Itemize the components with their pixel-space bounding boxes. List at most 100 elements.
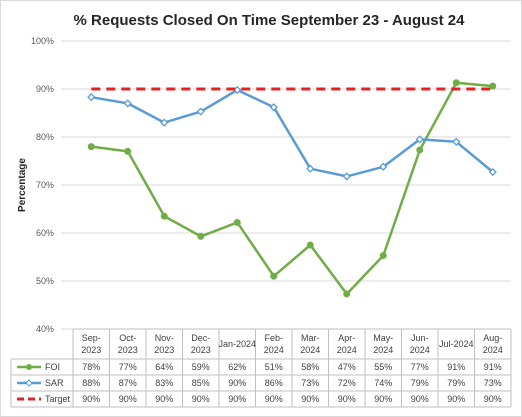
data-label-foi: 58% — [301, 362, 319, 372]
data-label-foi: 59% — [192, 362, 210, 372]
data-label-target: 90% — [484, 394, 502, 404]
legend-entry-foi: FOI — [17, 362, 60, 372]
legend-entry-sar: SAR — [17, 378, 64, 388]
x-tick-label: 2024 — [373, 345, 393, 355]
data-point-foi — [233, 218, 241, 226]
data-label-target: 90% — [155, 394, 173, 404]
data-point-sar — [342, 172, 351, 181]
data-label-sar: 79% — [447, 378, 465, 388]
series-foi — [87, 79, 497, 298]
data-point-sar — [452, 137, 461, 146]
x-tick-label: 2024 — [410, 345, 430, 355]
gridlines — [61, 40, 511, 330]
x-tick-label: 2024 — [337, 345, 357, 355]
data-label-target: 90% — [82, 394, 100, 404]
x-tick-label: Feb- — [264, 333, 283, 343]
data-label-target: 90% — [265, 394, 283, 404]
data-point-sar — [123, 99, 132, 108]
data-point-sar — [196, 107, 205, 116]
y-tick-label: 60% — [36, 228, 54, 238]
data-point-sar — [379, 162, 388, 171]
y-tick-label: 80% — [36, 132, 54, 142]
x-tick-label: 2023 — [191, 345, 211, 355]
data-label-sar: 72% — [338, 378, 356, 388]
series-sar — [87, 85, 497, 181]
data-label-target: 90% — [192, 394, 210, 404]
x-tick-label: 2024 — [300, 345, 320, 355]
data-point-foi — [416, 146, 424, 154]
data-label-target: 90% — [374, 394, 392, 404]
x-tick-label: Aug- — [483, 333, 502, 343]
data-label-target: 90% — [301, 394, 319, 404]
data-point-foi — [160, 212, 168, 220]
plot-series — [87, 79, 497, 298]
x-tick-label: 2024 — [483, 345, 503, 355]
x-tick-label: Jan-2024 — [218, 339, 256, 349]
x-tick-label: Nov- — [155, 333, 174, 343]
data-point-foi — [87, 143, 95, 151]
data-label-foi: 55% — [374, 362, 392, 372]
data-point-sar — [488, 167, 497, 177]
y-axis-label: Percentage — [17, 158, 28, 212]
data-point-foi — [452, 79, 460, 87]
y-tick-label: 100% — [31, 36, 54, 46]
data-label-foi: 77% — [411, 362, 429, 372]
legend-label: FOI — [45, 362, 60, 372]
data-label-foi: 91% — [447, 362, 465, 372]
legend-marker — [26, 364, 32, 370]
data-point-foi — [197, 232, 205, 240]
data-label-target: 90% — [411, 394, 429, 404]
x-tick-label: Apr- — [338, 333, 355, 343]
series-line-sar — [91, 88, 494, 178]
y-tick-label: 70% — [36, 180, 54, 190]
legend-label: Target — [45, 394, 71, 404]
data-label-foi: 78% — [82, 362, 100, 372]
x-tick-label: Jul-2024 — [439, 339, 474, 349]
data-point-foi — [306, 241, 314, 249]
data-point-sar — [160, 118, 169, 127]
data-label-sar: 73% — [484, 378, 502, 388]
x-tick-label: 2023 — [154, 345, 174, 355]
x-tick-label: 2023 — [118, 345, 138, 355]
x-tick-label: Dec- — [191, 333, 210, 343]
data-label-sar: 73% — [301, 378, 319, 388]
data-label-sar: 87% — [119, 378, 137, 388]
data-point-sar — [269, 103, 278, 112]
data-label-sar: 74% — [374, 378, 392, 388]
data-label-foi: 62% — [228, 362, 246, 372]
data-label-target: 90% — [447, 394, 465, 404]
data-label-sar: 83% — [155, 378, 173, 388]
y-axis-ticks: 40% 50% 60% 70% 80% 90% 100% — [31, 36, 54, 334]
data-point-foi — [489, 82, 497, 90]
data-label-sar: 86% — [265, 378, 283, 388]
x-tick-label: Jun- — [411, 333, 429, 343]
x-tick-label: Mar- — [301, 333, 320, 343]
data-label-sar: 90% — [228, 378, 246, 388]
y-tick-label: 50% — [36, 276, 54, 286]
y-tick-label: 40% — [36, 324, 54, 334]
data-label-sar: 85% — [192, 378, 210, 388]
x-tick-label: 2023 — [81, 345, 101, 355]
data-label-target: 90% — [338, 394, 356, 404]
y-tick-label: 90% — [36, 84, 54, 94]
data-label-foi: 47% — [338, 362, 356, 372]
legend-label: SAR — [45, 378, 64, 388]
data-label-foi: 77% — [119, 362, 137, 372]
data-label-target: 90% — [119, 394, 137, 404]
data-label-sar: 88% — [82, 378, 100, 388]
data-label-sar: 79% — [411, 378, 429, 388]
legend-marker — [25, 379, 33, 387]
data-label-foi: 91% — [484, 362, 502, 372]
data-point-sar — [415, 135, 424, 144]
x-tick-label: Oct- — [119, 333, 136, 343]
data-label-foi: 51% — [265, 362, 283, 372]
x-tick-label: 2024 — [264, 345, 284, 355]
legend-entry-target: Target — [17, 394, 71, 404]
data-point-foi — [379, 252, 387, 260]
data-point-sar — [306, 164, 315, 173]
data-point-foi — [270, 272, 278, 280]
data-table: Sep- 2023 Oct- 2023 Nov- 2023 Dec- 2023 Jan-2024… — [10, 328, 512, 408]
x-tick-label: May- — [373, 333, 393, 343]
